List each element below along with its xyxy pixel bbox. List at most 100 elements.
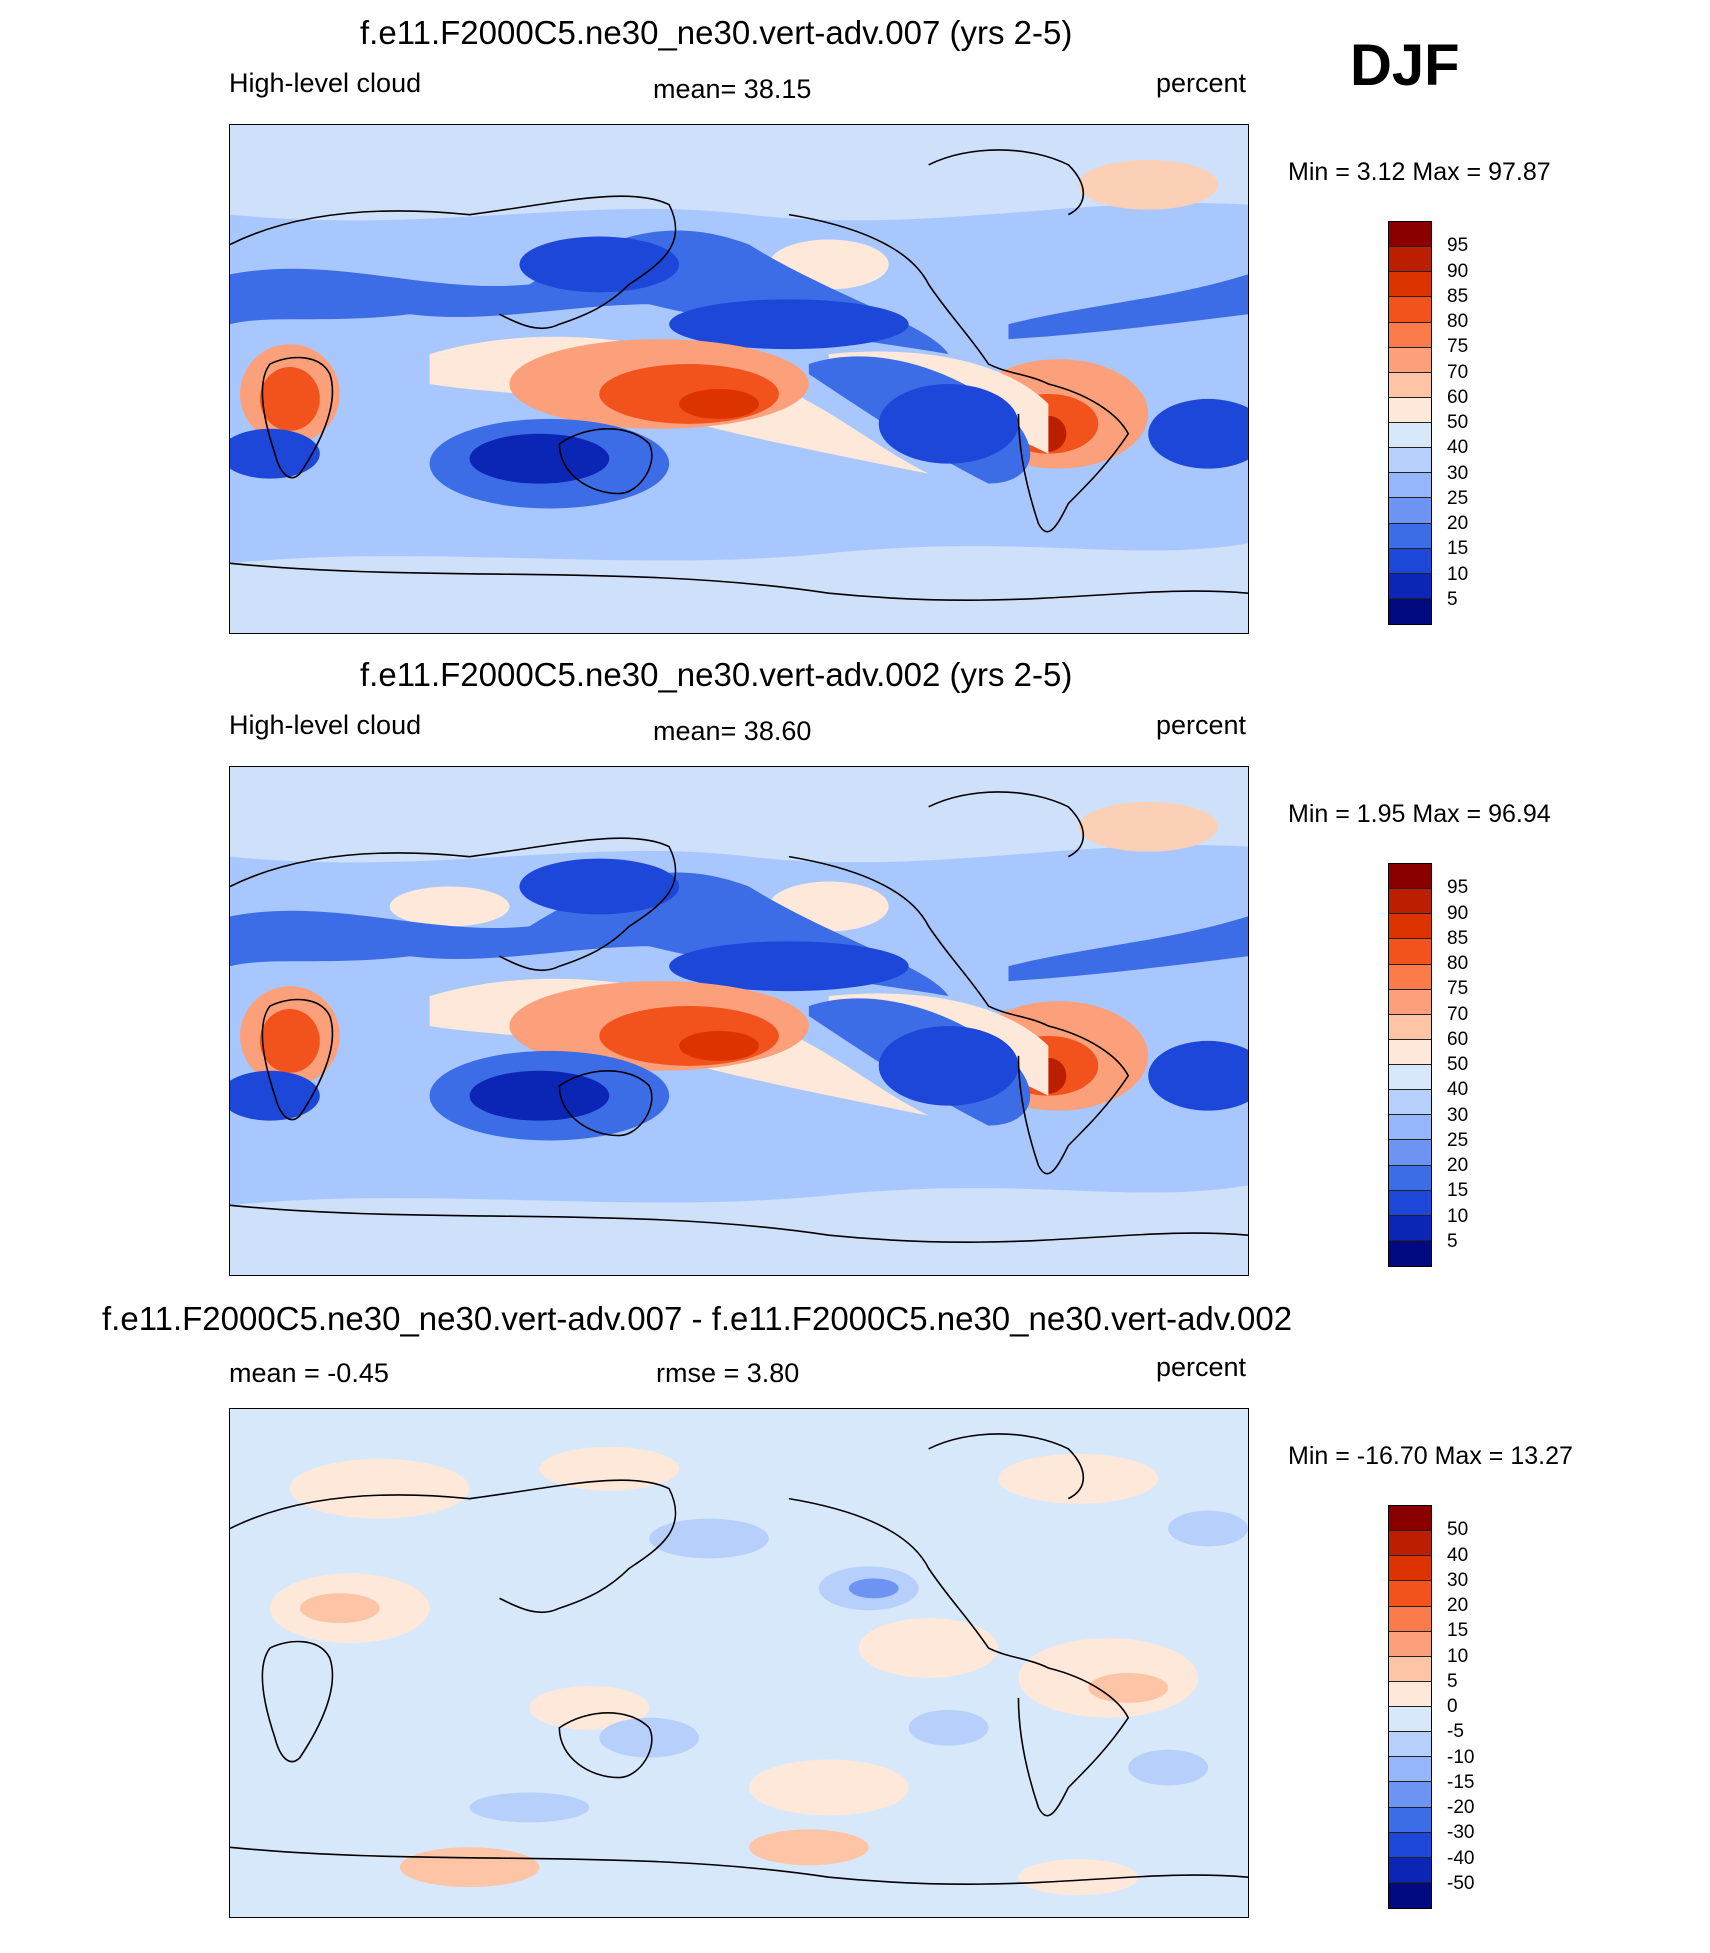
colorbar-tick-label: 0 — [1447, 1696, 1458, 1717]
colorbar-tick-label: 40 — [1447, 1079, 1469, 1101]
colorbar-tick-label: 15 — [1447, 538, 1469, 560]
colorbar-tick-label: 80 — [1447, 953, 1469, 974]
panel-3-rmse-label: rmse = 3.80 — [656, 1358, 800, 1388]
colorbar-tick-label: 40 — [1447, 437, 1469, 459]
colorbar-tick-label: 5 — [1447, 588, 1458, 610]
colorbar-swatch — [1389, 1531, 1431, 1557]
panel-2-colorbar — [1388, 863, 1432, 1267]
colorbar-swatch — [1389, 523, 1431, 549]
colorbar-tick-label: 95 — [1447, 235, 1469, 257]
colorbar-tick-label: 10 — [1447, 1645, 1469, 1667]
colorbar-swatch — [1389, 1506, 1431, 1532]
colorbar-swatch — [1389, 1832, 1431, 1858]
colorbar-tick-label: 70 — [1447, 361, 1469, 383]
colorbar-swatch — [1389, 1115, 1431, 1141]
colorbar-tick-label: 50 — [1447, 1054, 1469, 1075]
colorbar-tick-label: 70 — [1447, 1003, 1469, 1025]
colorbar-swatch — [1389, 347, 1431, 373]
colorbar-tick-label: -15 — [1447, 1771, 1475, 1793]
colorbar-swatch — [1389, 1090, 1431, 1116]
colorbar-tick-label: 15 — [1447, 1620, 1469, 1642]
colorbar-swatch — [1389, 1857, 1431, 1883]
colorbar-tick-label: 20 — [1447, 1595, 1469, 1616]
colorbar-tick-label: 50 — [1447, 412, 1469, 433]
colorbar-swatch — [1389, 1882, 1431, 1908]
colorbar-tick-label: 30 — [1447, 1569, 1469, 1591]
colorbar-tick-label: 95 — [1447, 877, 1469, 899]
panel-2-units-label: percent — [1156, 710, 1247, 740]
panel-1-minmax: Min = 3.12 Max = 97.87 — [1288, 158, 1551, 186]
colorbar-swatch — [1389, 1807, 1431, 1833]
colorbar-tick-label: -40 — [1447, 1847, 1475, 1869]
colorbar-tick-label: 5 — [1447, 1670, 1458, 1692]
colorbar-tick-label: 85 — [1447, 927, 1469, 949]
colorbar-swatch — [1389, 573, 1431, 599]
colorbar-swatch — [1389, 1140, 1431, 1166]
colorbar-swatch — [1389, 498, 1431, 524]
colorbar-tick-label: 40 — [1447, 1544, 1469, 1566]
colorbar-swatch — [1389, 1556, 1431, 1582]
colorbar-tick-label: 20 — [1447, 513, 1469, 534]
panel-3-contour-map — [230, 1409, 1248, 1917]
colorbar-swatch — [1389, 322, 1431, 348]
colorbar-swatch — [1389, 914, 1431, 940]
colorbar-tick-label: 90 — [1447, 902, 1469, 924]
panel-2-map — [229, 766, 1249, 1276]
panel-2-title: f.e11.F2000C5.ne30_ne30.vert-adv.002 (yr… — [360, 656, 1073, 693]
colorbar-swatch — [1389, 372, 1431, 398]
colorbar-swatch — [1389, 1732, 1431, 1758]
panel-2-contour-map — [230, 767, 1248, 1275]
colorbar-tick-label: 10 — [1447, 563, 1469, 585]
colorbar-swatch — [1389, 1631, 1431, 1657]
colorbar-tick-label: 60 — [1447, 1028, 1469, 1050]
colorbar-swatch — [1389, 598, 1431, 624]
colorbar-swatch — [1389, 1039, 1431, 1065]
colorbar-swatch — [1389, 1757, 1431, 1783]
colorbar-tick-label: -5 — [1447, 1721, 1464, 1743]
colorbar-swatch — [1389, 1606, 1431, 1632]
panel-1-title: f.e11.F2000C5.ne30_ne30.vert-adv.007 (yr… — [360, 14, 1073, 51]
colorbar-swatch — [1389, 423, 1431, 449]
panel-3-mean-label: mean = -0.45 — [229, 1358, 389, 1388]
colorbar-swatch — [1389, 889, 1431, 915]
colorbar-swatch — [1389, 1707, 1431, 1733]
colorbar-swatch — [1389, 939, 1431, 965]
panel-2-variable-label: High-level cloud — [229, 710, 422, 740]
colorbar-swatch — [1389, 247, 1431, 273]
panel-1-units-label: percent — [1156, 68, 1247, 98]
colorbar-tick-label: -30 — [1447, 1822, 1475, 1844]
colorbar-tick-label: 75 — [1447, 978, 1469, 1000]
colorbar-swatch — [1389, 448, 1431, 474]
colorbar-swatch — [1389, 1656, 1431, 1682]
colorbar-tick-label: 15 — [1447, 1180, 1469, 1202]
panel-1-colorbar — [1388, 221, 1432, 625]
colorbar-swatch — [1389, 864, 1431, 890]
colorbar-swatch — [1389, 1065, 1431, 1091]
colorbar-swatch — [1389, 1165, 1431, 1191]
colorbar-tick-label: 25 — [1447, 1129, 1469, 1151]
colorbar-swatch — [1389, 1681, 1431, 1707]
colorbar-tick-label: 50 — [1447, 1519, 1469, 1541]
colorbar-tick-label: 5 — [1447, 1230, 1458, 1252]
colorbar-swatch — [1389, 1782, 1431, 1808]
colorbar-swatch — [1389, 1240, 1431, 1266]
colorbar-tick-label: 75 — [1447, 336, 1469, 358]
colorbar-swatch — [1389, 473, 1431, 499]
colorbar-tick-label: 85 — [1447, 285, 1469, 307]
panel-3-units-label: percent — [1156, 1352, 1247, 1382]
panel-1-contour-map — [230, 125, 1248, 633]
colorbar-swatch — [1389, 1190, 1431, 1216]
colorbar-swatch — [1389, 1014, 1431, 1040]
colorbar-tick-label: -20 — [1447, 1797, 1475, 1818]
colorbar-tick-label: 80 — [1447, 311, 1469, 332]
colorbar-swatch — [1389, 989, 1431, 1015]
colorbar-tick-label: 30 — [1447, 462, 1469, 484]
colorbar-tick-label: 90 — [1447, 260, 1469, 282]
colorbar-tick-label: -10 — [1447, 1746, 1475, 1768]
panel-3-title: f.e11.F2000C5.ne30_ne30.vert-adv.007 - f… — [102, 1300, 1293, 1337]
panel-1-mean-label: mean= 38.15 — [653, 74, 812, 104]
panel-3-colorbar — [1388, 1505, 1432, 1909]
colorbar-tick-label: 10 — [1447, 1205, 1469, 1227]
colorbar-tick-label: 20 — [1447, 1155, 1469, 1176]
colorbar-tick-label: 60 — [1447, 386, 1469, 408]
